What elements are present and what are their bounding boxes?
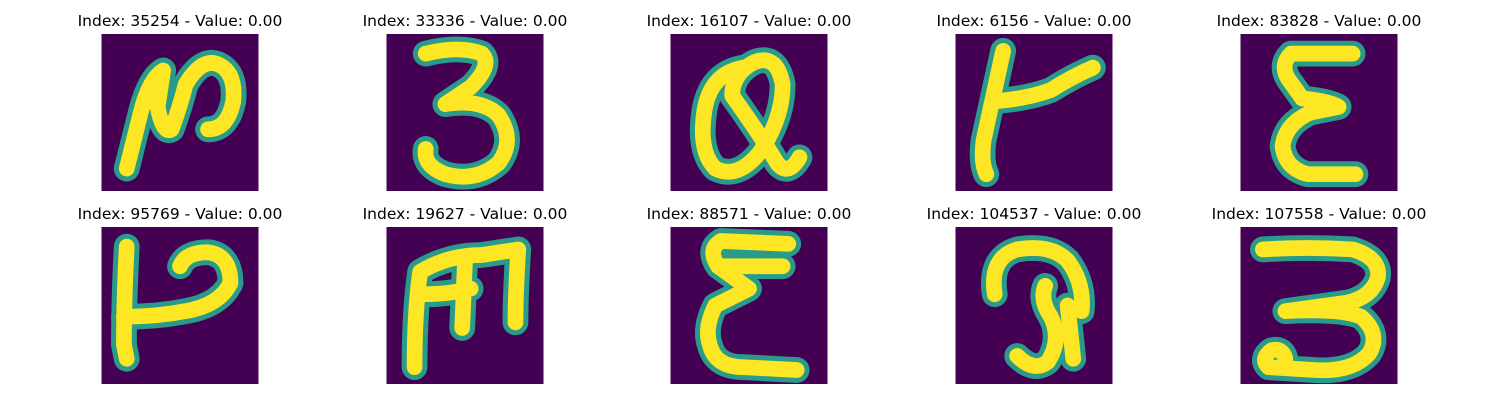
- panel-title: Index: 35254 - Value: 0.00: [77, 12, 283, 30]
- panel-title: Index: 88571 - Value: 0.00: [646, 205, 852, 223]
- panel-1: Index: 35254 - Value: 0.00: [38, 11, 322, 197]
- digit-image: [670, 227, 828, 384]
- panel-8: Index: 88571 - Value: 0.00: [607, 204, 891, 390]
- digit-image: [955, 227, 1113, 384]
- panel-9: Index: 104537 - Value: 0.00: [892, 204, 1176, 390]
- panel-10: Index: 107558 - Value: 0.00: [1177, 204, 1461, 390]
- panel-title: Index: 33336 - Value: 0.00: [362, 12, 568, 30]
- digit-image: [955, 34, 1113, 191]
- panel-title: Index: 104537 - Value: 0.00: [926, 205, 1142, 223]
- digit-image: [386, 227, 544, 384]
- digit-image: [101, 34, 259, 191]
- panel-title: Index: 19627 - Value: 0.00: [362, 205, 568, 223]
- digit-image: [1240, 227, 1398, 384]
- panel-7: Index: 19627 - Value: 0.00: [323, 204, 607, 390]
- digit-image: [670, 34, 828, 191]
- digit-image: [101, 227, 259, 384]
- panel-4: Index: 6156 - Value: 0.00: [892, 11, 1176, 197]
- panel-6: Index: 95769 - Value: 0.00: [38, 204, 322, 390]
- panel-title: Index: 107558 - Value: 0.00: [1211, 205, 1427, 223]
- panel-title: Index: 83828 - Value: 0.00: [1216, 12, 1422, 30]
- panel-title: Index: 16107 - Value: 0.00: [646, 12, 852, 30]
- digit-image: [386, 34, 544, 191]
- digit-image: [1240, 34, 1398, 191]
- panel-title: Index: 95769 - Value: 0.00: [77, 205, 283, 223]
- panel-5: Index: 83828 - Value: 0.00: [1177, 11, 1461, 197]
- panel-3: Index: 16107 - Value: 0.00: [607, 11, 891, 197]
- panel-2: Index: 33336 - Value: 0.00: [323, 11, 607, 197]
- panel-title: Index: 6156 - Value: 0.00: [936, 12, 1132, 30]
